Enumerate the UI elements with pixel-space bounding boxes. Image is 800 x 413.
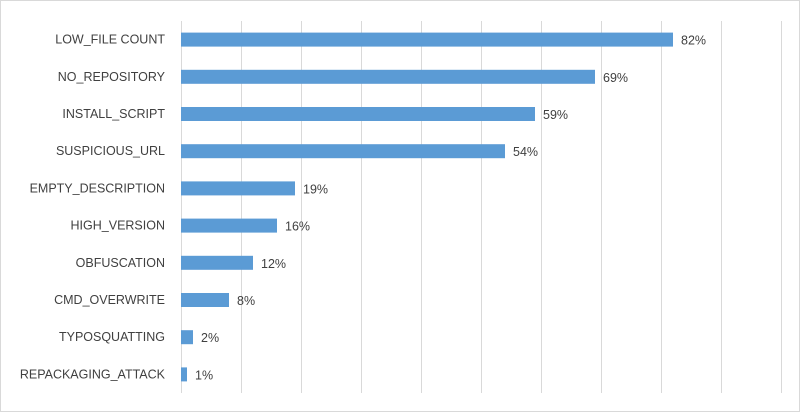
bar	[181, 69, 595, 84]
category-label: TYPOSQUATTING	[59, 330, 165, 344]
data-label: 2%	[201, 331, 219, 345]
category-label: EMPTY_DESCRIPTION	[30, 181, 165, 195]
data-label: 82%	[681, 34, 706, 48]
category-label: INSTALL_SCRIPT	[62, 107, 165, 121]
bar	[181, 107, 535, 121]
category-label: SUSPICIOUS_URL	[56, 144, 165, 158]
category-labels: LOW_FILE COUNT NO_REPOSITORY INSTALL_SCRIP…	[20, 33, 166, 382]
data-label: 1%	[195, 368, 213, 382]
bar	[181, 255, 253, 270]
bar	[181, 218, 277, 233]
category-label: REPACKAGING_ATTACK	[20, 367, 166, 381]
data-label: 59%	[543, 108, 568, 122]
category-label: OBFUSCATION	[76, 256, 165, 270]
data-label: 8%	[237, 294, 255, 308]
value-labels: 82% 69% 59% 54% 19% 16% 12% 8% 2% 1%	[195, 34, 706, 383]
bar	[181, 181, 295, 196]
bar	[181, 144, 505, 159]
bar	[181, 293, 229, 307]
bar	[181, 330, 193, 345]
data-label: 16%	[285, 220, 310, 234]
bar	[181, 32, 673, 47]
data-label: 54%	[513, 145, 538, 159]
category-label: CMD_OVERWRITE	[54, 293, 165, 307]
category-label: LOW_FILE COUNT	[55, 33, 165, 47]
data-label: 19%	[303, 182, 328, 196]
bars	[181, 32, 673, 382]
bar	[181, 367, 187, 382]
data-label: 69%	[603, 71, 628, 85]
category-label: HIGH_VERSION	[71, 219, 165, 233]
category-label: NO_REPOSITORY	[58, 70, 166, 84]
data-label: 12%	[261, 257, 286, 271]
